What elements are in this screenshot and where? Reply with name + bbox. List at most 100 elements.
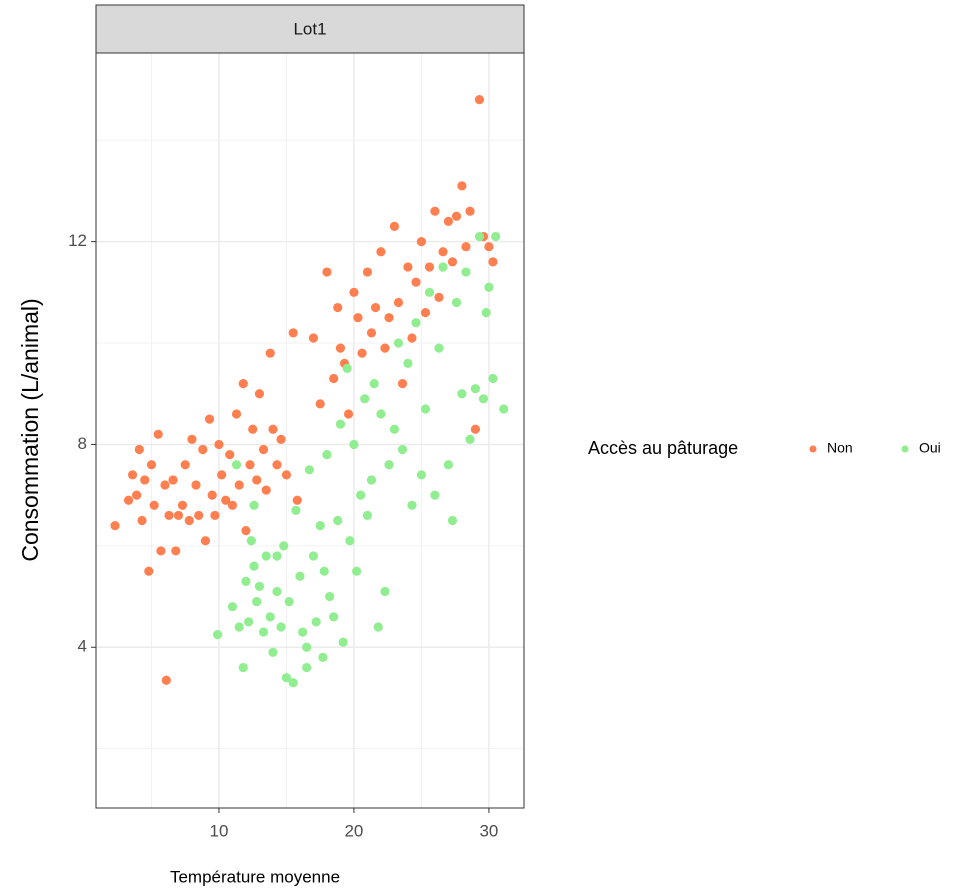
point [213,629,223,640]
point [272,586,282,597]
point [416,237,427,247]
point [173,510,184,521]
point [362,267,373,277]
point [265,348,275,358]
point [217,470,227,480]
point [488,373,498,384]
point [295,571,305,581]
point [491,231,501,242]
point [308,333,319,343]
point [403,262,413,272]
point [424,262,435,272]
point [204,414,215,424]
point [288,678,298,688]
y-tick-label: 12 [68,231,87,250]
point [430,206,440,216]
point [438,262,448,272]
point [470,424,481,434]
point [447,515,458,526]
point [352,566,362,576]
point [389,221,400,232]
point [146,460,157,470]
point [134,444,144,455]
point [424,287,435,297]
point [265,612,275,622]
point [447,257,458,267]
point [484,242,494,252]
legend-title: Accès au pâturage [588,438,738,458]
y-tick-label: 4 [78,637,87,656]
point [457,181,467,191]
point [291,505,301,515]
point [191,480,201,490]
legend-label: Oui [919,440,941,456]
point [366,328,377,338]
point [304,465,314,475]
point [221,495,231,505]
point [349,439,359,450]
point [302,662,312,673]
point [443,216,454,226]
point [231,409,242,419]
point [369,378,379,389]
point [153,429,163,439]
point [281,673,292,683]
point [168,475,178,485]
point [474,95,485,105]
point [443,460,454,470]
point [356,490,366,500]
point [362,510,373,521]
point [132,490,142,500]
point [161,675,171,685]
point [329,612,339,622]
point [322,267,332,277]
point [225,449,235,460]
point [457,389,467,399]
point [357,348,367,358]
point [140,475,150,485]
point [384,313,394,323]
point [127,470,138,480]
point [288,328,298,338]
point [380,586,390,597]
point [319,566,329,576]
point [380,343,390,353]
point [338,637,348,647]
point [397,444,408,455]
point [416,470,427,480]
point [160,480,170,490]
point [393,297,404,308]
point [373,622,383,632]
point [407,500,417,510]
point [258,627,269,637]
point [315,520,325,531]
point [227,500,238,510]
point [349,287,359,297]
point [465,206,475,216]
point [137,515,147,526]
point [342,363,352,373]
point [370,302,381,313]
point [335,419,346,429]
point [254,581,265,592]
point [249,500,259,510]
point [353,313,363,323]
point [198,444,208,455]
point [322,449,332,460]
point [333,515,343,526]
point [194,510,204,521]
facet-strip [95,4,525,54]
point [238,378,248,389]
point [207,490,217,500]
point [438,247,448,257]
point [245,460,255,470]
point [499,404,509,414]
point [376,409,386,419]
point [180,460,190,470]
point [420,308,431,318]
point [234,480,244,490]
point [210,510,220,521]
point [241,526,251,536]
point [393,338,404,348]
